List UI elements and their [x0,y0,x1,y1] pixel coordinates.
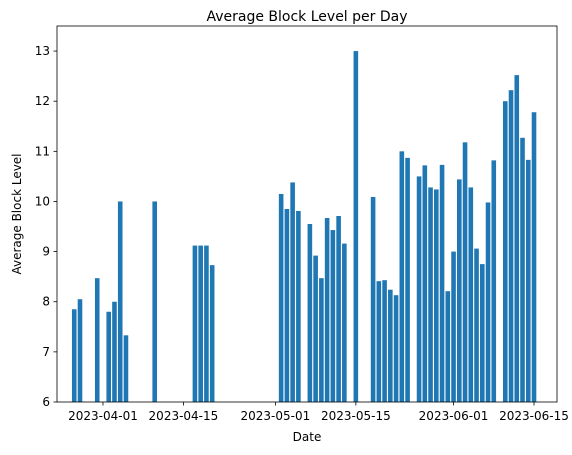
bar [376,281,382,402]
y-tick-label: 6 [42,395,50,409]
bar [370,196,376,402]
bar [474,248,479,402]
bar [462,142,468,402]
x-tick-label: 2023-06-15 [499,409,569,423]
bar [330,230,336,402]
bar [278,193,284,402]
bar [353,51,359,403]
bar [514,75,520,402]
chart-title: Average Block Level per Day [206,9,407,25]
bar [123,335,129,402]
bar [479,264,485,402]
bar [204,245,209,402]
bar [416,176,422,402]
bar [439,164,445,402]
bar [296,210,301,402]
y-tick-label: 8 [42,295,50,309]
bar [77,299,83,402]
bar [290,182,295,402]
bar [284,208,290,402]
bar [531,112,537,402]
x-tick-label: 2023-06-01 [419,409,489,423]
bar [405,157,410,402]
bar [491,160,497,402]
bar [485,202,491,402]
y-tick-label: 7 [42,345,50,359]
bar [198,245,203,402]
bar [319,278,324,402]
bar [457,179,462,402]
bar [209,265,215,402]
bar [192,245,198,402]
y-tick-label: 11 [35,144,50,158]
bar [313,255,318,402]
bar [399,151,405,402]
x-tick-label: 2023-04-15 [149,409,219,423]
bar [106,311,112,402]
bar [388,289,393,402]
bar [152,201,157,402]
plot-frame [56,25,558,403]
bar [445,291,451,402]
y-tick-label: 12 [35,94,50,108]
bar [94,278,100,402]
bar [382,280,387,402]
bar [393,295,399,402]
y-axis-label: Average Block Level [10,153,24,274]
bar [324,218,330,402]
y-axis: 6 7 8 9 10 11 12 13 [35,44,57,409]
x-axis: 2023-04-01 2023-04-15 2023-05-01 2023-05-15… [68,402,569,423]
bar [422,165,428,402]
bar [520,137,525,402]
x-tick-label: 2023-05-15 [321,409,391,423]
bar [468,187,474,402]
x-axis-label: Date [293,430,322,444]
bar [112,301,117,402]
bar [336,216,341,402]
bar [434,189,439,402]
y-tick-label: 9 [42,245,50,259]
bar [71,309,77,402]
bar [117,201,123,402]
bar [502,101,508,402]
bar [307,224,313,402]
bar [428,187,433,402]
y-tick-label: 10 [35,194,50,208]
bars-group [71,51,537,403]
y-tick-label: 13 [35,44,50,58]
bar [525,159,531,402]
x-tick-label: 2023-04-01 [68,409,138,423]
bar [508,90,514,403]
x-tick-label: 2023-05-01 [241,409,311,423]
bar [451,251,456,402]
bar [342,243,347,402]
